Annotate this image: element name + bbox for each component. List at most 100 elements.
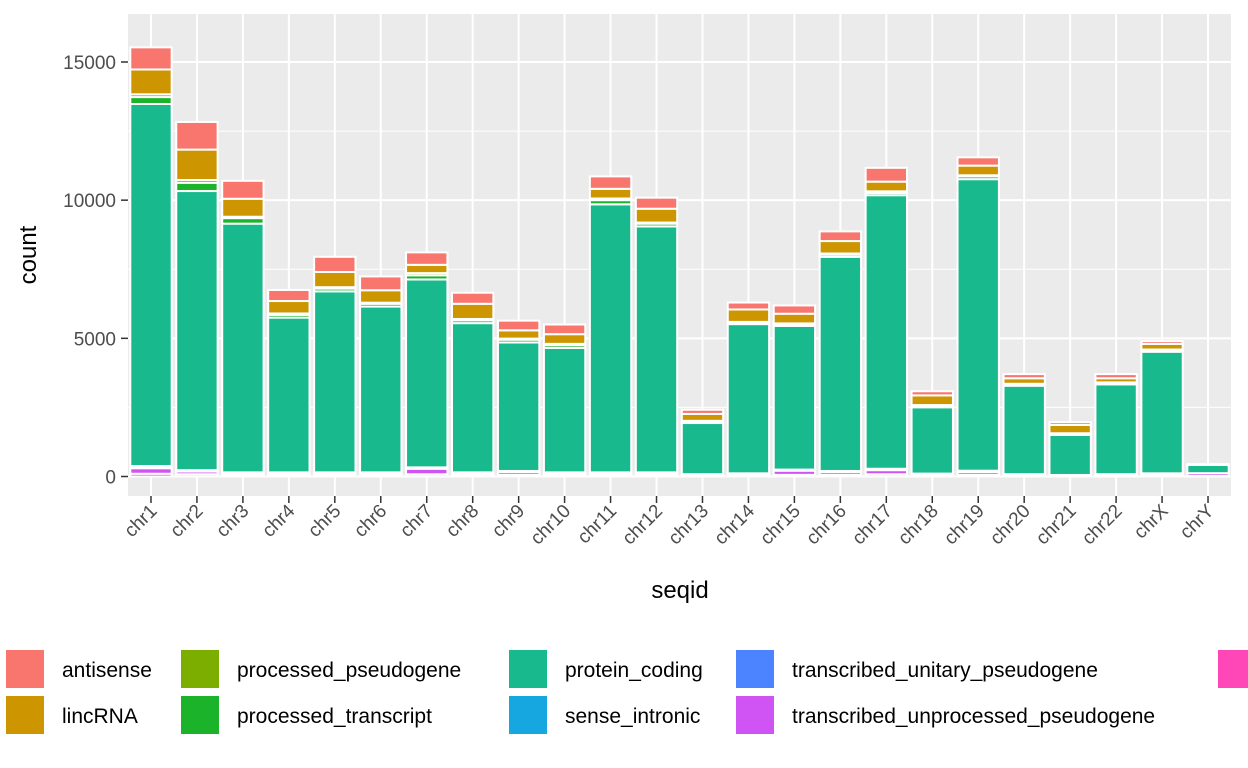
- x-tick-label: chr12: [619, 501, 667, 549]
- bar-segment: [129, 102, 173, 467]
- bar-segment: [175, 148, 219, 181]
- bar-segment: [864, 194, 908, 470]
- y-tick-label: 10000: [63, 191, 116, 212]
- x-tick-label: chr7: [396, 501, 437, 542]
- legend-key: [509, 650, 547, 688]
- legend-label: protein_coding: [565, 659, 703, 682]
- bar-segment: [726, 308, 771, 323]
- bar-segment: [267, 288, 311, 303]
- bar-segment: [221, 179, 265, 200]
- bar-segment: [405, 251, 449, 266]
- bar-segment: [267, 300, 311, 315]
- x-tick-label: chr11: [574, 501, 621, 548]
- x-tick-label: chr8: [442, 501, 483, 542]
- bar-segment: [313, 290, 357, 474]
- bar-segment: [496, 329, 541, 340]
- legend-key: [181, 650, 219, 688]
- plot-panel: [128, 14, 1231, 496]
- bar-segment: [956, 156, 1000, 167]
- y-tick-label: 0: [105, 468, 116, 489]
- legend-key: [1218, 650, 1248, 688]
- x-axis-title: seqid: [651, 577, 708, 604]
- legend: antisense lincRNA processed_pseudogeneproc…: [6, 650, 1248, 734]
- x-tick-label: chr17: [848, 501, 896, 549]
- y-axis: 0 5000 10000 15000: [63, 53, 128, 489]
- bar-segment: [1048, 433, 1092, 476]
- bar-segment: [496, 341, 541, 472]
- y-tick-label: 5000: [74, 329, 116, 350]
- bar-segment: [1002, 384, 1046, 476]
- legend-key: [509, 696, 547, 734]
- bar-segment: [175, 120, 219, 151]
- legend-label: transcribed_unitary_pseudogene: [792, 659, 1098, 682]
- bar-segment: [680, 422, 725, 476]
- bar-segment: [772, 304, 817, 315]
- legend-label: antisense: [62, 659, 152, 682]
- bar-segment: [956, 178, 1000, 472]
- bar-segment: [1048, 421, 1092, 426]
- x-tick-label: chr15: [756, 501, 804, 549]
- x-tick-label: chr5: [304, 501, 345, 542]
- bar-segment: [726, 301, 771, 311]
- legend-label: processed_transcript: [237, 705, 432, 728]
- x-tick-label: chr19: [940, 501, 988, 549]
- bar-segment: [542, 333, 587, 345]
- bar-segment: [956, 164, 1000, 177]
- x-tick-label: chr3: [212, 501, 253, 542]
- x-tick-label: chr9: [488, 501, 529, 542]
- bars: [129, 46, 1230, 478]
- bar-segment: [634, 225, 679, 474]
- bar-segment: [726, 323, 771, 475]
- x-tick-label: chr6: [350, 501, 391, 542]
- bar-segment: [680, 408, 725, 415]
- bar-segment: [1140, 350, 1184, 475]
- bar-segment: [496, 319, 541, 332]
- bar-segment: [175, 190, 219, 472]
- x-tick-label: chr16: [802, 501, 850, 549]
- x-tick-label: chr21: [1032, 501, 1080, 549]
- y-axis-title: count: [15, 225, 42, 284]
- bar-segment: [910, 406, 954, 475]
- bar-segment: [588, 187, 633, 200]
- bar-segment: [864, 166, 908, 183]
- legend-label: sense_intronic: [565, 705, 700, 728]
- bar-segment: [451, 322, 495, 474]
- bar-segment: [818, 255, 863, 472]
- x-tick-label: chrX: [1130, 500, 1173, 543]
- bar-segment: [451, 291, 495, 305]
- bar-segment: [634, 207, 679, 224]
- bar-segment: [451, 302, 495, 320]
- x-tick-label: chr4: [258, 500, 299, 541]
- bar-segment: [1186, 463, 1230, 475]
- legend-key: [736, 696, 774, 734]
- bar-segment: [221, 197, 265, 218]
- bar-segment: [359, 305, 403, 474]
- x-tick-label: chr14: [711, 500, 760, 549]
- bar-segment: [1094, 373, 1138, 380]
- bar-segment: [772, 324, 817, 471]
- bar-segment: [772, 312, 817, 325]
- x-tick-label: chrY: [1176, 500, 1219, 543]
- bar-segment: [1048, 423, 1092, 435]
- bar-segment: [542, 323, 587, 336]
- bar-segment: [588, 175, 633, 190]
- bar-segment: [359, 289, 403, 304]
- legend-label: lincRNA: [62, 705, 138, 728]
- bar-segment: [588, 203, 633, 474]
- bar-segment: [910, 390, 954, 397]
- bar-segment: [405, 278, 449, 469]
- x-tick-label: chr10: [527, 501, 575, 549]
- bar-segment: [680, 412, 725, 422]
- bar-segment: [313, 271, 357, 289]
- x-axis: chr1 chr2 chr3 chr4 chr5 chr6 chr7 chr8 chr9chr1…: [121, 496, 1219, 549]
- bar-segment: [129, 96, 173, 105]
- x-tick-label: chr1: [121, 501, 162, 542]
- bar-segment: [267, 316, 311, 474]
- bar-segment: [910, 394, 954, 407]
- legend-label: transcribed_unprocessed_pseudogene: [792, 705, 1155, 728]
- legend-key: [6, 650, 44, 688]
- bar-segment: [818, 240, 863, 255]
- bar-segment: [1094, 383, 1138, 476]
- bar-segment: [129, 68, 173, 96]
